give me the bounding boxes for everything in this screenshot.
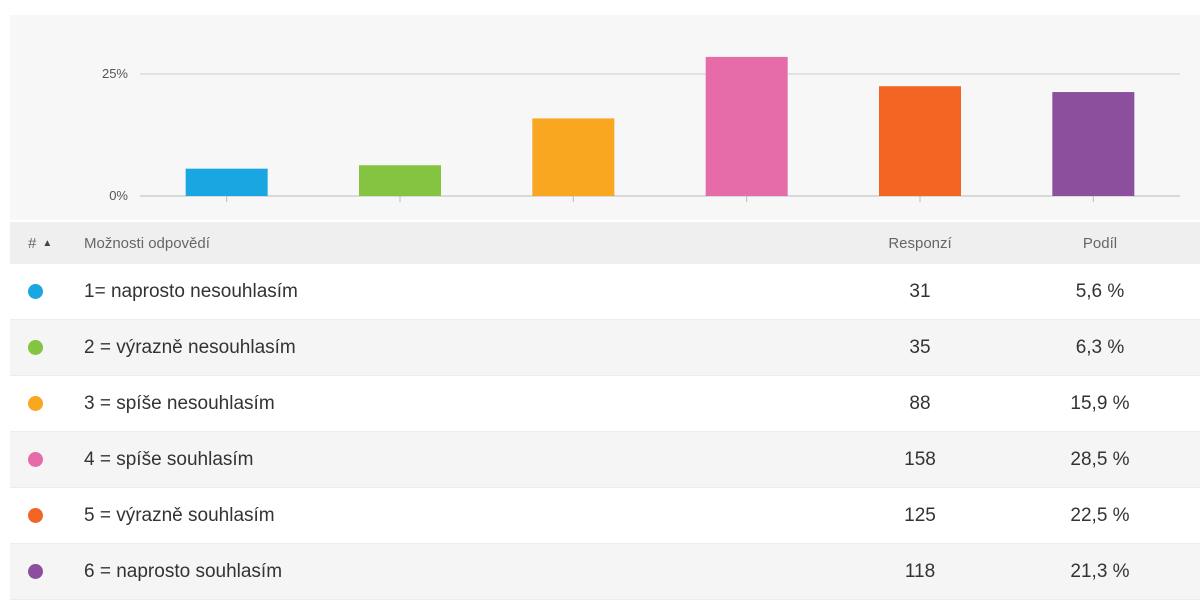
y-tick-label: 25% xyxy=(102,66,128,81)
row-color-cell xyxy=(10,284,76,299)
sort-ascending-icon[interactable]: ▲ xyxy=(42,237,53,249)
row-share: 28,5 % xyxy=(1070,448,1130,470)
row-label: 4 = spíše souhlasím xyxy=(84,448,254,470)
row-color-cell xyxy=(10,452,76,467)
row-color-cell xyxy=(10,564,76,579)
bar-3[interactable] xyxy=(532,118,615,196)
table-body: 1= naprosto nesouhlasím 31 5,6 % 2 = výrazn… xyxy=(10,264,1200,600)
table-row: 4 = spíše souhlasím 158 28,5 % xyxy=(10,432,1200,488)
row-label: 6 = naprosto souhlasím xyxy=(84,560,283,582)
color-dot-icon xyxy=(28,284,43,299)
row-label: 3 = spíše nesouhlasím xyxy=(84,392,275,414)
row-share: 21,3 % xyxy=(1070,560,1130,582)
row-color-cell xyxy=(10,508,76,523)
row-responses: 35 xyxy=(909,336,931,358)
row-label: 1= naprosto nesouhlasím xyxy=(84,280,298,302)
table-row: 3 = spíše nesouhlasím 88 15,9 % xyxy=(10,376,1200,432)
bar-chart: 0% 25% xyxy=(10,15,1200,220)
row-responses: 125 xyxy=(904,504,936,526)
header-number-label: # xyxy=(28,234,37,252)
header-options[interactable]: Možnosti odpovědí xyxy=(84,234,210,252)
row-share: 15,9 % xyxy=(1070,392,1130,414)
color-dot-icon xyxy=(28,508,43,523)
table-header: # ▲ Možnosti odpovědí Responzí Podíl xyxy=(10,222,1200,264)
header-responses[interactable]: Responzí xyxy=(888,234,952,252)
bar-6[interactable] xyxy=(1052,92,1135,196)
row-color-cell xyxy=(10,340,76,355)
bar-2[interactable] xyxy=(359,165,441,196)
table-row: 2 = výrazně nesouhlasím 35 6,3 % xyxy=(10,320,1200,376)
color-dot-icon xyxy=(28,564,43,579)
results-table: # ▲ Možnosti odpovědí Responzí Podíl 1= … xyxy=(10,222,1200,600)
header-number[interactable]: # ▲ xyxy=(10,235,76,252)
table-row: 6 = naprosto souhlasím 118 21,3 % xyxy=(10,544,1200,600)
table-row: 1= naprosto nesouhlasím 31 5,6 % xyxy=(10,264,1200,320)
bar-1[interactable] xyxy=(185,168,268,196)
row-label: 2 = výrazně nesouhlasím xyxy=(84,336,296,358)
color-dot-icon xyxy=(28,340,43,355)
color-dot-icon xyxy=(28,452,43,467)
row-responses: 31 xyxy=(909,280,931,302)
row-responses: 118 xyxy=(904,560,936,582)
bar-4[interactable] xyxy=(705,56,788,196)
y-tick-label: 0% xyxy=(109,188,128,203)
bar-5[interactable] xyxy=(879,86,961,196)
row-responses: 158 xyxy=(904,448,936,470)
row-label: 5 = výrazně souhlasím xyxy=(84,504,275,526)
header-share[interactable]: Podíl xyxy=(1082,234,1118,252)
row-share: 6,3 % xyxy=(1075,336,1125,358)
row-share: 5,6 % xyxy=(1075,280,1125,302)
table-row: 5 = výrazně souhlasím 125 22,5 % xyxy=(10,488,1200,544)
row-color-cell xyxy=(10,396,76,411)
row-share: 22,5 % xyxy=(1070,504,1130,526)
color-dot-icon xyxy=(28,396,43,411)
row-responses: 88 xyxy=(909,392,931,414)
